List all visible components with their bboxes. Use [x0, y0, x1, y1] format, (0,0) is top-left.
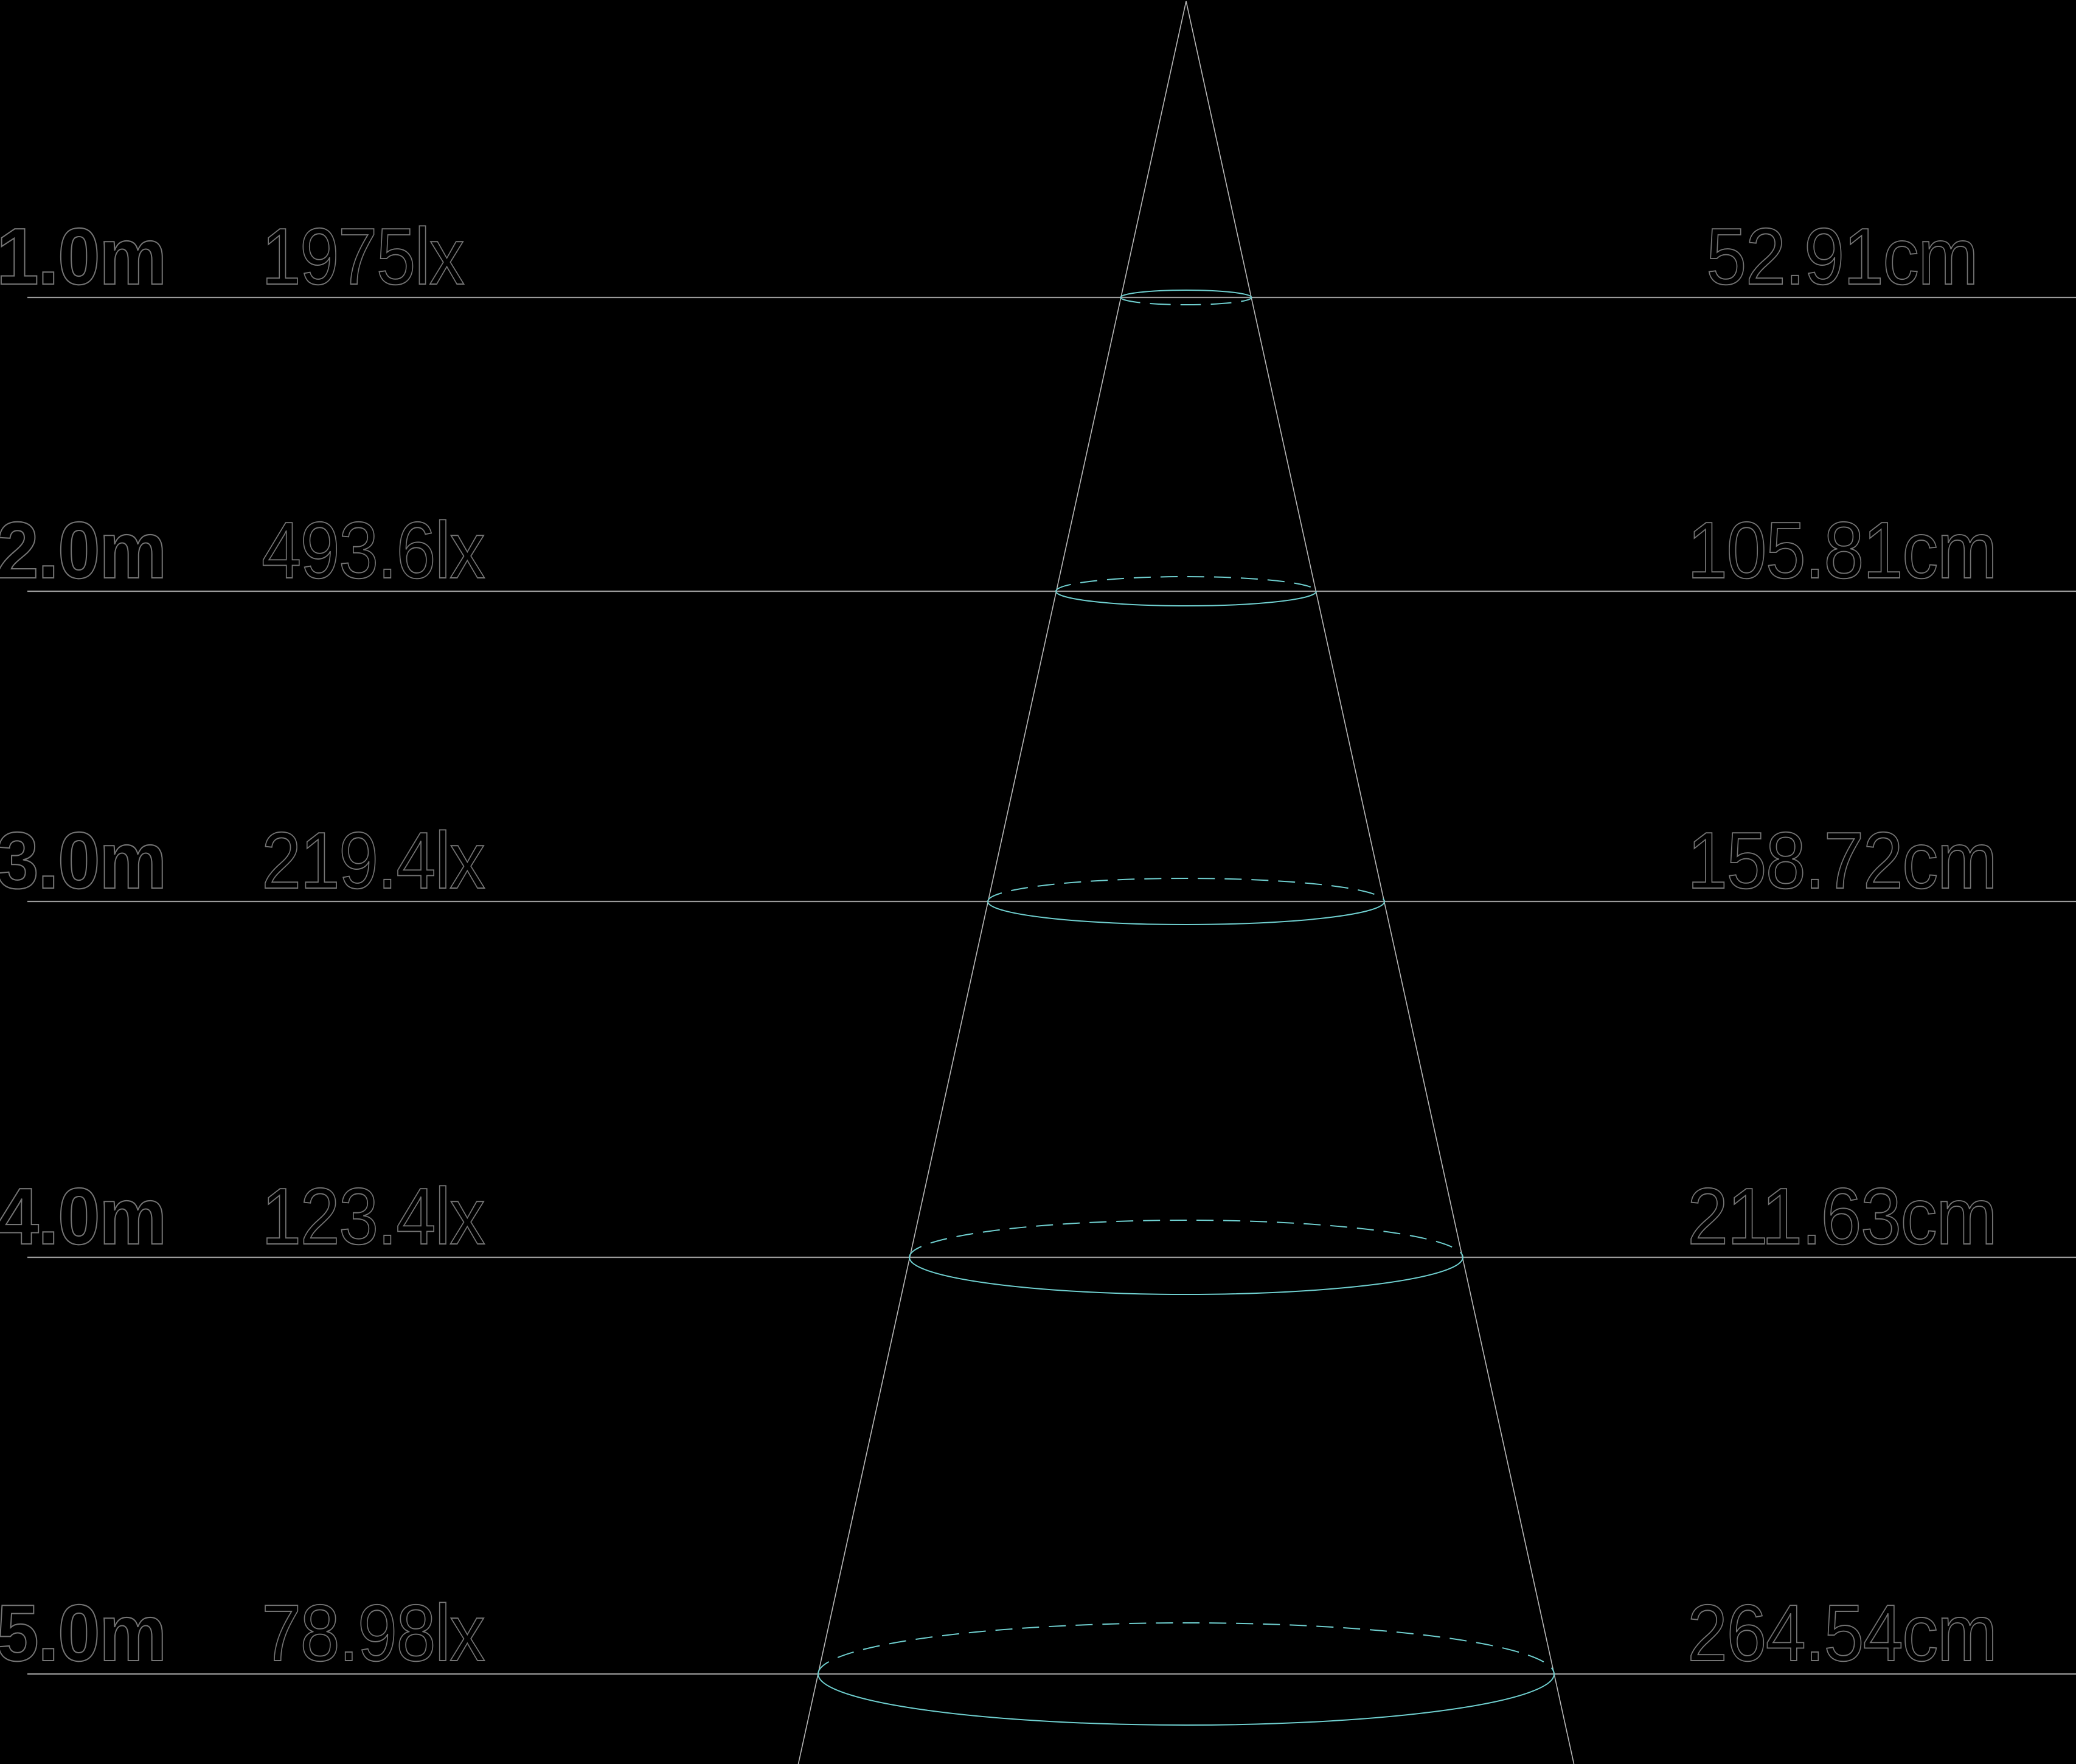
- beam-ellipse-back-arc-5: [818, 1622, 1555, 1675]
- beam-ellipse-front-arc-3: [987, 901, 1385, 925]
- diameter-label-4: 211.63cm: [1687, 1172, 1996, 1261]
- cone-edges-group: [797, 1, 1575, 1764]
- beam-ellipse-front-arc-2: [1055, 591, 1317, 606]
- labels-group: 1.0m 1975lx 52.91cm 2.0m 493.6lx 105.81cm 3.0m…: [0, 211, 1998, 1678]
- diameter-label-1: 52.91cm: [1706, 212, 1977, 301]
- cone-edge-left: [797, 1, 1187, 1764]
- distance-label-3: 3.0m: [0, 816, 166, 905]
- diameter-label-3: 158.72cm: [1687, 816, 1996, 905]
- diameter-label-2: 105.81cm: [1687, 505, 1996, 595]
- diameter-label-5: 264.54cm: [1687, 1588, 1996, 1678]
- illuminance-label-2: 493.6lx: [262, 505, 485, 595]
- beam-ellipse-back-arc-2: [1055, 576, 1317, 592]
- beam-ellipse-back-arc-1: [1120, 290, 1252, 298]
- distance-label-4: 4.0m: [0, 1172, 166, 1261]
- beam-ellipse-front-arc-5: [818, 1673, 1555, 1726]
- floor-lines-group: [27, 296, 2076, 1675]
- beam-ellipse-front-arc-1: [1120, 297, 1252, 305]
- illuminance-label-1: 1975lx: [262, 212, 464, 301]
- illuminance-label-5: 78.98lx: [262, 1588, 485, 1678]
- distance-label-2: 2.0m: [0, 505, 166, 595]
- cone-edge-right: [1186, 1, 1575, 1764]
- beam-ellipse-back-arc-3: [987, 878, 1385, 902]
- illuminance-label-4: 123.4lx: [262, 1172, 485, 1261]
- beam-ellipse-front-arc-4: [909, 1257, 1463, 1295]
- illuminance-label-3: 219.4lx: [262, 816, 485, 905]
- distance-label-5: 5.0m: [0, 1588, 166, 1678]
- beam-ellipses-group: [818, 290, 1555, 1726]
- distance-label-1: 1.0m: [0, 212, 166, 301]
- beam-ellipse-back-arc-4: [909, 1220, 1463, 1258]
